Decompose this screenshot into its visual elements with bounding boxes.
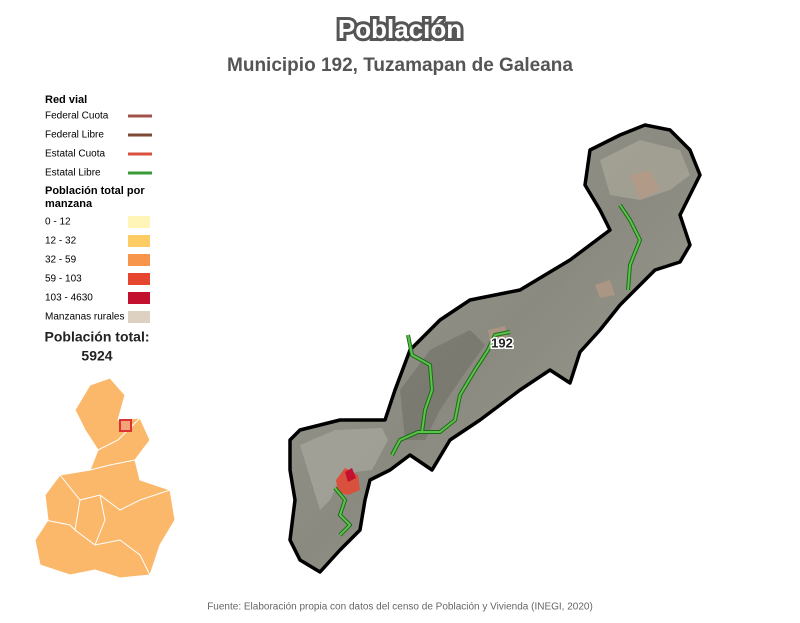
municipality-map: 192 xyxy=(288,123,702,574)
legend-label: 32 - 59 xyxy=(45,255,77,266)
legend-swatch xyxy=(128,273,150,285)
legend-title: Población total por manzana xyxy=(45,185,145,210)
legend-label: Estatal Cuota xyxy=(45,149,105,160)
legend-label: Federal Cuota xyxy=(45,111,109,122)
legend-swatch xyxy=(128,292,150,304)
legend-title: Red vial xyxy=(45,94,87,106)
title: Población xyxy=(338,14,462,44)
state-minimap xyxy=(34,377,176,579)
legend-swatch xyxy=(128,216,150,228)
municipality-highlight xyxy=(119,419,132,432)
legend-label: 12 - 32 xyxy=(45,236,77,247)
legend-swatch xyxy=(128,311,150,323)
legend: Red vial Población total por manzana Fede… xyxy=(45,94,152,323)
legend-label: Estatal Libre xyxy=(45,168,101,179)
legend-label: 0 - 12 xyxy=(45,217,71,228)
total-value: 5924 xyxy=(81,348,112,364)
legend-swatch xyxy=(128,254,150,266)
source: Fuente: Elaboración propia con datos del… xyxy=(207,602,593,613)
legend-swatch xyxy=(128,235,150,247)
legend-label: 59 - 103 xyxy=(45,274,82,285)
total-label: Población total: xyxy=(45,329,150,345)
municipality-label: 192 xyxy=(491,335,513,350)
legend-label: 103 - 4630 xyxy=(45,293,93,304)
legend-label: Federal Libre xyxy=(45,130,104,141)
subtitle: Municipio 192, Tuzamapan de Galeana xyxy=(227,55,573,76)
legend-label: Manzanas rurales xyxy=(45,312,124,323)
